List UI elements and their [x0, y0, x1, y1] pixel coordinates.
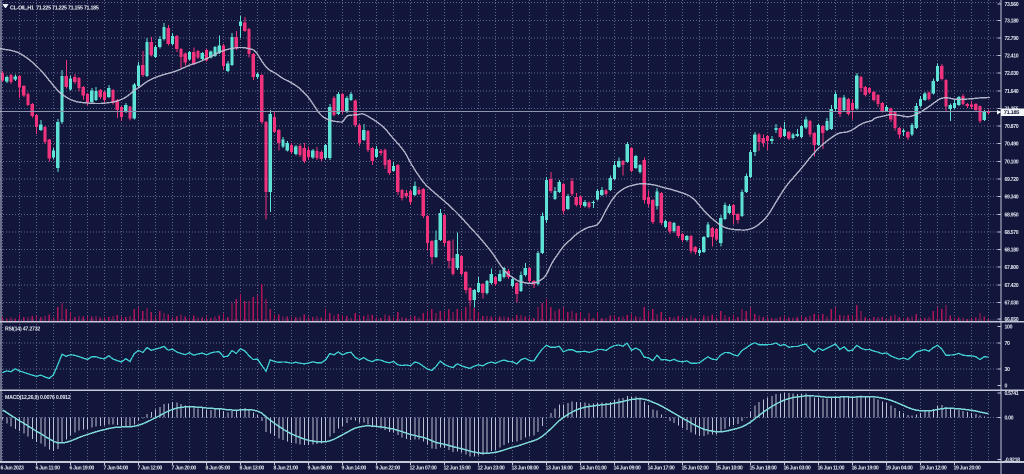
svg-text:16 Jun 03:00: 16 Jun 03:00: [784, 466, 811, 472]
svg-text:0.00: 0.00: [1005, 416, 1014, 422]
svg-text:12 Jun 23:00: 12 Jun 23:00: [478, 466, 505, 472]
svg-text:19 Jun 04:00: 19 Jun 04:00: [886, 466, 913, 472]
svg-text:67.800: 67.800: [1005, 265, 1019, 271]
svg-text:73.560: 73.560: [1005, 2, 1019, 8]
svg-text:70.490: 70.490: [1005, 142, 1019, 148]
svg-text:13 Jun 16:00: 13 Jun 16:00: [546, 466, 573, 472]
svg-text:0: 0: [1005, 383, 1008, 389]
svg-text:15 Jun 02:00: 15 Jun 02:00: [682, 466, 709, 472]
svg-text:71.185: 71.185: [1004, 110, 1019, 116]
svg-text:67.030: 67.030: [1005, 300, 1019, 306]
svg-text:71.255: 71.255: [1005, 107, 1019, 113]
svg-text:68.180: 68.180: [1005, 248, 1019, 254]
svg-text:8 Jun 05:00: 8 Jun 05:00: [206, 466, 231, 472]
svg-text:15 Jun 18:00: 15 Jun 18:00: [750, 466, 777, 472]
svg-text:71.640: 71.640: [1005, 89, 1019, 95]
svg-text:9 Jun 14:00: 9 Jun 14:00: [342, 466, 367, 472]
svg-text:70.870: 70.870: [1005, 124, 1019, 130]
svg-text:70.100: 70.100: [1005, 159, 1019, 165]
svg-text:66.650: 66.650: [1005, 317, 1019, 323]
svg-text:12 Jun 07:00: 12 Jun 07:00: [410, 466, 437, 472]
svg-text:14 Jun 09:00: 14 Jun 09:00: [614, 466, 641, 472]
svg-text:8 Jun 21:00: 8 Jun 21:00: [274, 466, 299, 472]
svg-text:67.420: 67.420: [1005, 283, 1019, 289]
svg-text:100: 100: [1005, 325, 1013, 331]
svg-text:30: 30: [1005, 367, 1011, 373]
svg-text:0.5741: 0.5741: [1005, 391, 1019, 397]
svg-text:72.410: 72.410: [1005, 54, 1019, 60]
svg-text:6 Jun 2023: 6 Jun 2023: [1, 466, 24, 472]
svg-text:9 Jun 22:00: 9 Jun 22:00: [376, 466, 401, 472]
svg-text:15 Jun 10:00: 15 Jun 10:00: [716, 466, 743, 472]
svg-text:19 Jun 20:00: 19 Jun 20:00: [954, 466, 981, 472]
svg-text:7 Jun 04:00: 7 Jun 04:00: [104, 466, 129, 472]
svg-text:16 Jun 11:00: 16 Jun 11:00: [818, 466, 845, 472]
svg-text:MACD(12,26,9) 0.0076 0.0912: MACD(12,26,9) 0.0076 0.0912: [5, 395, 71, 401]
svg-text:CL-OIL,H1 71.225 71.225 71.15: CL-OIL,H1 71.225 71.225 71.155 71.185: [10, 6, 99, 12]
svg-text:72.790: 72.790: [1005, 36, 1019, 42]
svg-text:8 Jun 13:00: 8 Jun 13:00: [240, 466, 265, 472]
svg-text:9 Jun 06:00: 9 Jun 06:00: [308, 466, 333, 472]
svg-text:16 Jun 19:00: 16 Jun 19:00: [852, 466, 879, 472]
svg-text:RSI(14) 47.2732: RSI(14) 47.2732: [5, 326, 40, 332]
svg-text:7 Jun 12:00: 7 Jun 12:00: [138, 466, 163, 472]
svg-text:12 Jun 15:00: 12 Jun 15:00: [444, 466, 471, 472]
svg-text:-0.9218: -0.9218: [1005, 457, 1021, 463]
svg-text:14 Jun 01:00: 14 Jun 01:00: [580, 466, 607, 472]
svg-text:69.720: 69.720: [1005, 177, 1019, 183]
svg-text:69.340: 69.340: [1005, 195, 1019, 201]
svg-text:70: 70: [1005, 341, 1011, 347]
svg-text:7 Jun 20:00: 7 Jun 20:00: [172, 466, 197, 472]
svg-text:14 Jun 17:00: 14 Jun 17:00: [648, 466, 675, 472]
svg-text:73.180: 73.180: [1005, 18, 1019, 24]
svg-text:19 Jun 12:00: 19 Jun 12:00: [920, 466, 947, 472]
svg-text:72.030: 72.030: [1005, 71, 1019, 77]
svg-text:68.950: 68.950: [1005, 212, 1019, 218]
svg-text:6 Jun 11:00: 6 Jun 11:00: [36, 466, 61, 472]
svg-text:68.570: 68.570: [1005, 230, 1019, 236]
svg-text:6 Jun 19:00: 6 Jun 19:00: [70, 466, 95, 472]
svg-text:13 Jun 08:00: 13 Jun 08:00: [512, 466, 539, 472]
